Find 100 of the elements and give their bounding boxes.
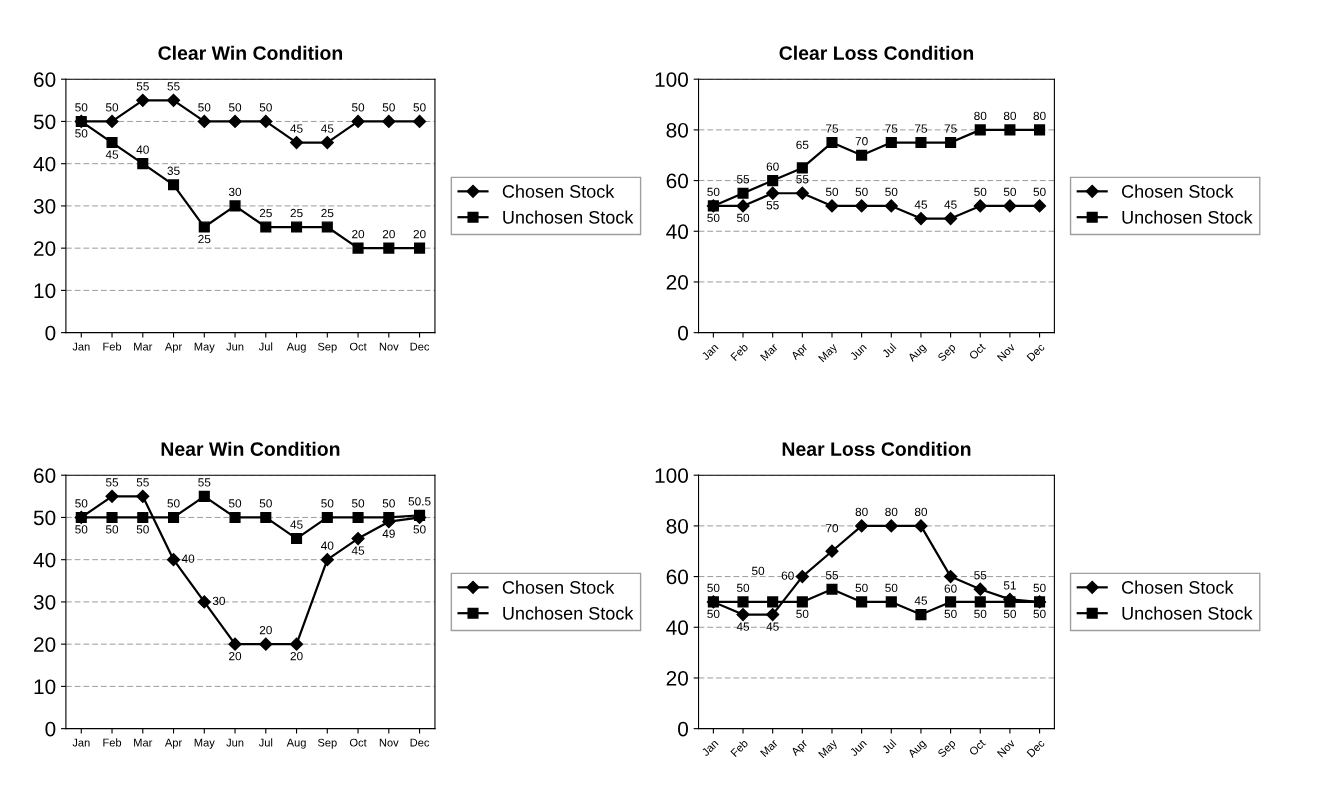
x-tick-label: Dec <box>1026 342 1046 362</box>
data-label: 50 <box>855 187 868 197</box>
data-label: 20 <box>352 229 365 239</box>
data-label: 50.5 <box>408 497 431 506</box>
x-tick-label: Apr <box>790 342 810 362</box>
data-label: 55 <box>796 175 809 184</box>
data-label: 55 <box>736 175 750 184</box>
y-tick-label: 0 <box>678 325 688 341</box>
x-tick-label: Dec <box>1026 738 1046 758</box>
legend-label: Unchosen Stock <box>1122 210 1253 224</box>
data-label: 50 <box>75 103 88 112</box>
x-tick-label: Feb <box>103 738 122 747</box>
x-tick-label: May <box>194 342 215 353</box>
data-label: 55 <box>825 571 839 580</box>
x-tick-label: Mar <box>760 738 779 758</box>
data-label: 35 <box>167 166 180 175</box>
data-label: 60 <box>781 571 794 580</box>
y-tick-label: 40 <box>33 552 56 568</box>
y-tick-label: 60 <box>34 468 56 483</box>
x-tick-label: Apr <box>164 342 182 353</box>
data-label: 50 <box>974 609 987 619</box>
data-label: 50 <box>228 499 242 508</box>
data-label: 75 <box>826 124 839 133</box>
data-label: 50 <box>1003 609 1017 619</box>
data-label: 50 <box>75 129 88 138</box>
data-label: 55 <box>136 478 149 487</box>
data-label: 55 <box>105 478 119 487</box>
x-tick-label: Feb <box>730 738 749 758</box>
data-label: 50 <box>105 525 119 534</box>
data-label: 45 <box>290 124 303 133</box>
data-label: 50 <box>198 103 211 112</box>
y-tick-label: 80 <box>666 122 689 138</box>
data-label: 45 <box>736 622 750 631</box>
x-tick-label: Aug <box>286 738 306 749</box>
data-label: 30 <box>212 596 226 606</box>
x-tick-label: Sep <box>317 342 337 353</box>
data-label: 50 <box>885 187 898 197</box>
data-label: 60 <box>766 162 779 171</box>
x-tick-label: Jan <box>701 343 719 361</box>
data-label: 40 <box>136 145 149 154</box>
data-label: 40 <box>321 541 334 550</box>
data-label: 30 <box>228 187 242 197</box>
x-tick-label: May <box>818 342 840 364</box>
x-tick-label: Oct <box>349 738 367 747</box>
y-tick-label: 20 <box>666 274 689 290</box>
data-label: 50 <box>885 583 898 593</box>
y-tick-label: 100 <box>655 72 689 87</box>
x-tick-label: Dec <box>410 738 430 747</box>
x-tick-label: Feb <box>103 342 122 351</box>
x-tick-label: Jul <box>258 738 273 747</box>
data-label: 50 <box>1033 583 1046 593</box>
x-tick-label: Oct <box>349 342 367 351</box>
data-label: 50 <box>1003 187 1017 197</box>
data-label: 20 <box>290 651 303 661</box>
data-label: 50 <box>707 187 720 197</box>
legend-label: Unchosen Stock <box>1122 606 1253 620</box>
data-label: 40 <box>181 554 195 563</box>
data-label: 51 <box>1003 581 1016 590</box>
data-label: 45 <box>351 546 365 555</box>
data-label: 50 <box>707 583 720 593</box>
x-tick-label: May <box>818 738 840 760</box>
x-tick-label: Oct <box>968 738 986 756</box>
data-label: 50 <box>413 103 426 112</box>
x-tick-label: Apr <box>790 738 810 758</box>
y-tick-label: 30 <box>33 198 56 214</box>
y-tick-label: 100 <box>655 468 689 483</box>
x-tick-label: Jun <box>226 738 244 747</box>
x-tick-label: Nov <box>379 738 399 747</box>
data-label: 50 <box>736 213 750 223</box>
data-label: 75 <box>914 124 928 133</box>
legend-label: Unchosen Stock <box>503 606 634 620</box>
data-label: 20 <box>413 229 426 239</box>
x-tick-label: Jun <box>226 342 244 351</box>
data-label: 50 <box>321 499 334 508</box>
data-label: 80 <box>914 507 928 517</box>
y-tick-label: 0 <box>45 721 56 737</box>
data-label: 45 <box>766 622 779 631</box>
x-tick-label: Sep <box>937 738 958 760</box>
chart-title: Near Win Condition <box>161 441 340 456</box>
data-label: 50 <box>75 525 88 534</box>
legend-label: Unchosen Stock <box>503 210 634 224</box>
data-label: 55 <box>136 82 149 91</box>
y-tick-label: 20 <box>34 241 56 256</box>
x-tick-label: Feb <box>730 342 749 362</box>
x-tick-label: Jul <box>881 738 897 755</box>
x-tick-label: May <box>194 738 215 749</box>
data-label: 50 <box>167 499 180 508</box>
y-tick-label: 40 <box>33 156 56 172</box>
x-tick-label: Apr <box>164 738 182 749</box>
x-tick-label: Nov <box>379 342 399 351</box>
legend-label: Chosen Stock <box>1122 184 1234 198</box>
data-label: 55 <box>974 571 987 580</box>
x-tick-label: Jan <box>72 342 90 351</box>
data-label: 50 <box>228 103 242 112</box>
y-tick-label: 20 <box>34 637 56 652</box>
data-label: 45 <box>290 520 303 529</box>
data-label: 50 <box>413 525 426 534</box>
y-tick-label: 10 <box>34 679 56 695</box>
x-tick-label: Sep <box>937 342 958 364</box>
data-label: 55 <box>766 201 779 210</box>
